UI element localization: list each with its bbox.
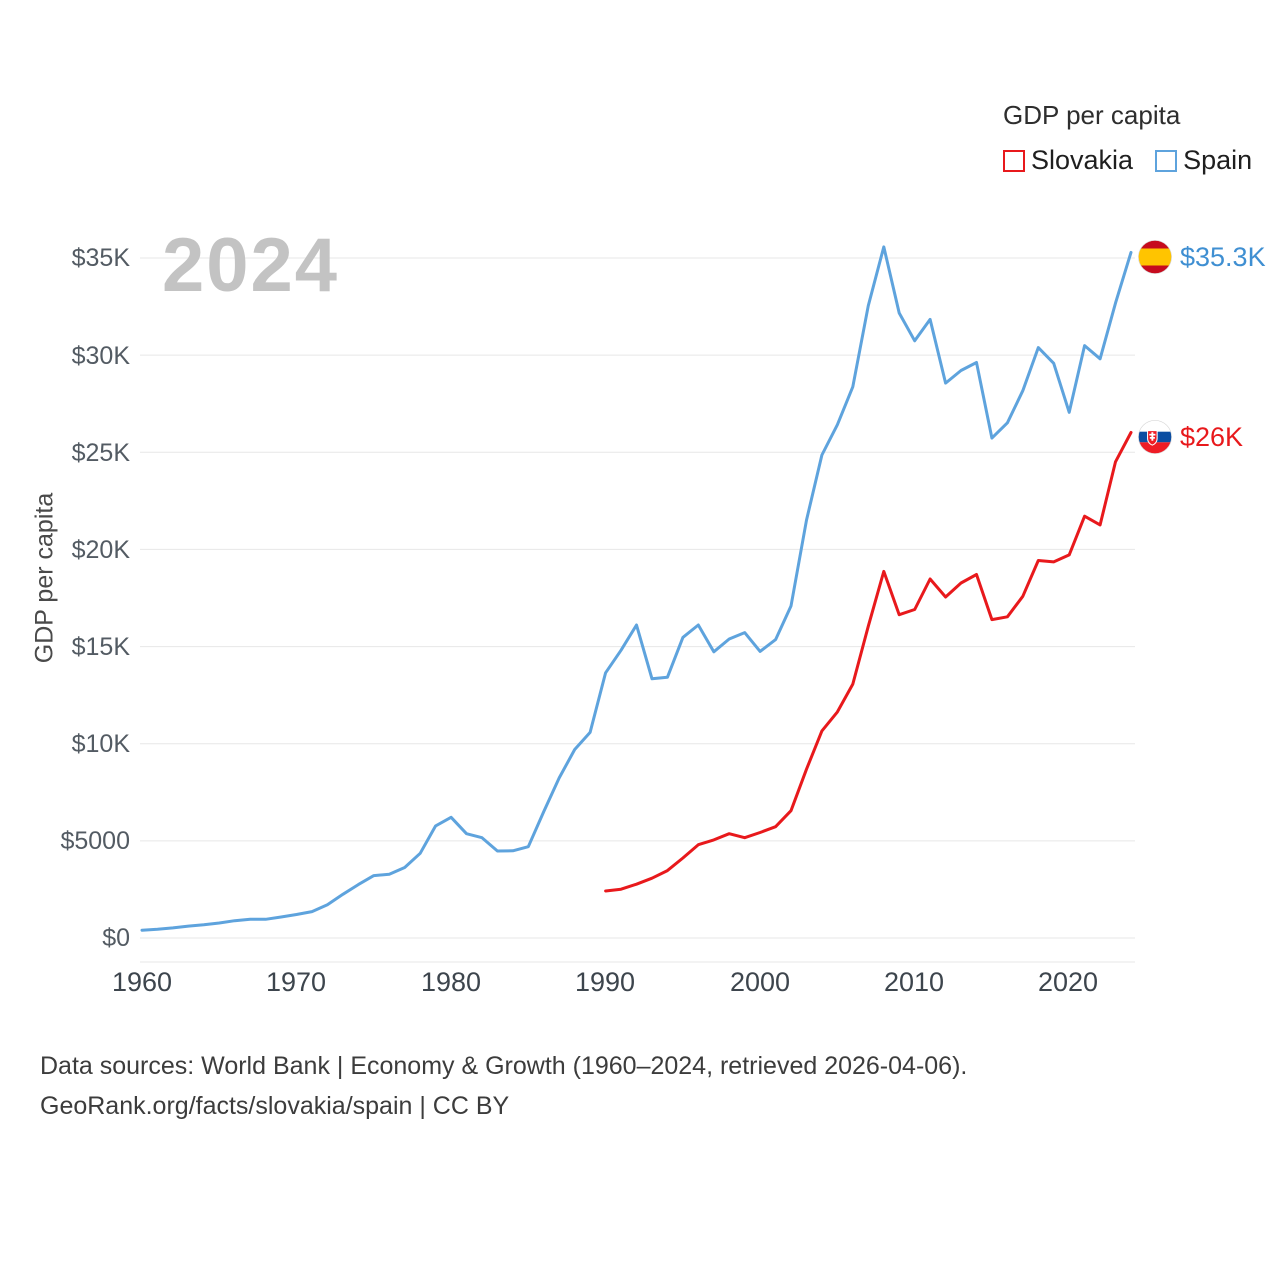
x-tick-label: 2020 <box>1037 967 1099 997</box>
y-tick-label: $25K <box>71 439 130 467</box>
legend-item-slovakia[interactable]: Slovakia <box>1003 145 1133 176</box>
slovakia-line <box>604 431 1133 893</box>
y-tick-label: $0 <box>102 924 130 952</box>
legend-title: GDP per capita <box>1003 100 1181 130</box>
watermark-year: 2024 <box>162 223 340 308</box>
legend-item-spain[interactable]: Spain <box>1155 145 1252 176</box>
legend-items: Slovakia Spain <box>1003 145 1252 176</box>
x-tick-label: 1960 <box>111 967 173 997</box>
y-tick-label: $30K <box>71 342 130 370</box>
slovakia-flag-icon <box>1138 420 1172 454</box>
y-tick-label: $35K <box>71 244 130 272</box>
spain-swatch-icon <box>1155 149 1178 172</box>
attribution-line: GeoRank.org/facts/slovakia/spain | CC BY <box>40 1092 510 1120</box>
y-tick-label: $20K <box>71 536 130 564</box>
footer: Data sources: World Bank | Economy & Gro… <box>40 1046 967 1126</box>
spain-end-label: $35.3K <box>1138 240 1266 274</box>
legend-label-spain: Spain <box>1183 145 1253 175</box>
legend-label-slovakia: Slovakia <box>1031 145 1134 175</box>
x-tick-label: 1990 <box>574 967 636 997</box>
data-source-line: Data sources: World Bank | Economy & Gro… <box>40 1052 968 1080</box>
x-tick-label: 2010 <box>883 967 945 997</box>
spain-end-value: $35.3K <box>1180 241 1266 272</box>
y-tick-label: $15K <box>71 633 130 661</box>
slovakia-end-value: $26K <box>1180 421 1244 452</box>
slovakia-end-label: $26K <box>1138 420 1243 454</box>
x-tick-label: 1980 <box>420 967 482 997</box>
y-tick-label: $5000 <box>60 827 130 855</box>
x-tick-label: 2000 <box>729 967 791 997</box>
slovakia-swatch-icon <box>1003 149 1025 172</box>
spain-flag-icon <box>1138 240 1172 274</box>
chart-legend: GDP per capita Slovakia Spain <box>1003 100 1252 176</box>
spain-line <box>140 245 1133 932</box>
x-tick-label: 1970 <box>265 967 327 997</box>
y-tick-label: $10K <box>71 730 130 758</box>
